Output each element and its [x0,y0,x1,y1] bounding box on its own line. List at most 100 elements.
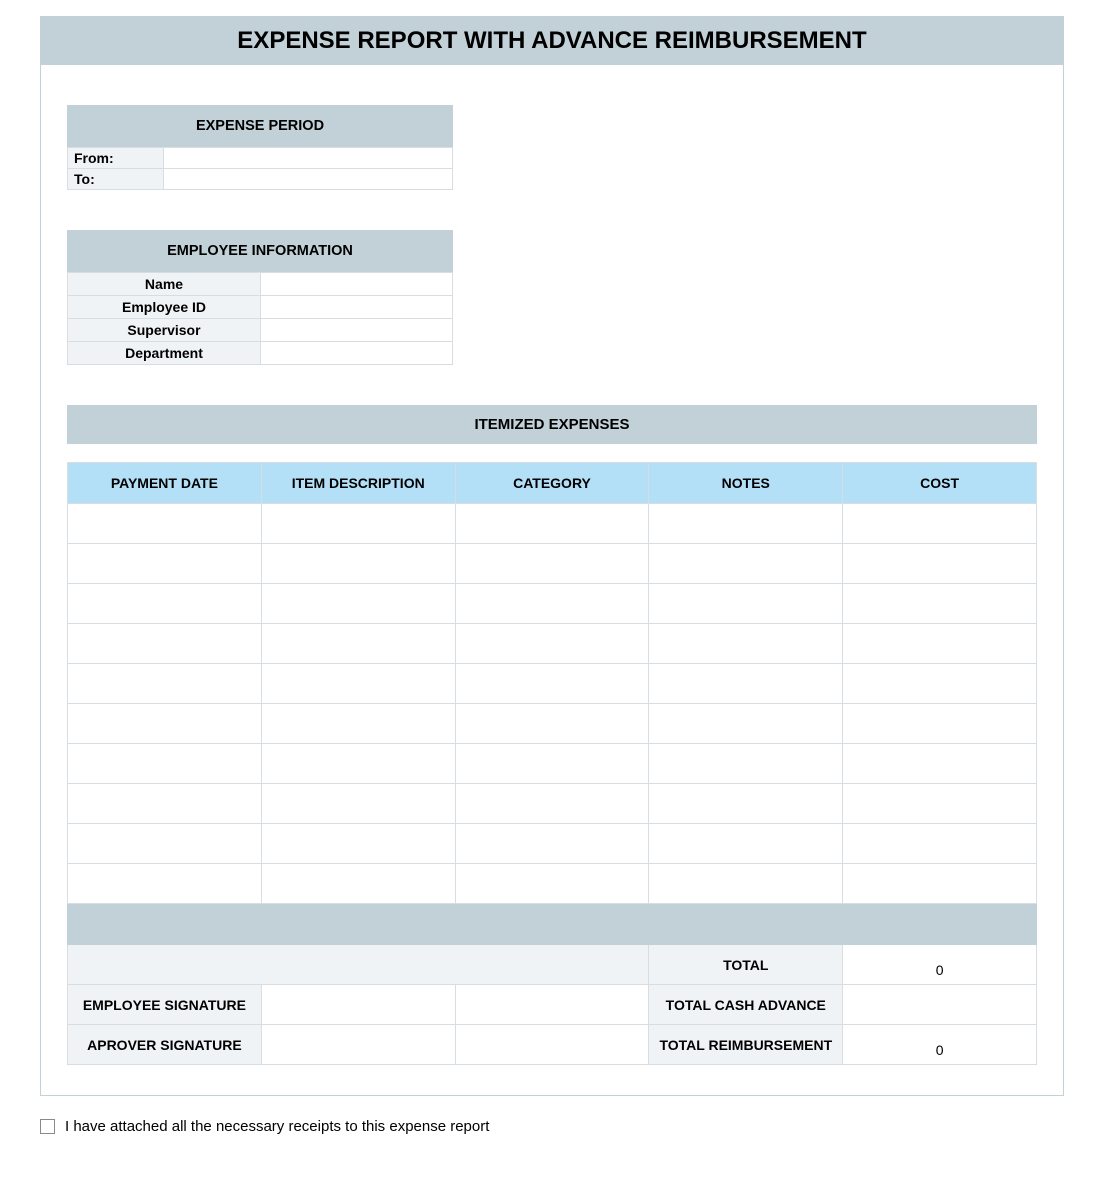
expense-cell[interactable] [261,824,455,864]
employee-info-table: Name Employee ID Supervisor Department [67,272,453,365]
period-from-input[interactable] [164,148,453,169]
approver-signature-input[interactable] [261,1025,455,1065]
expense-cell[interactable] [68,744,262,784]
period-to-row: To: [68,169,453,190]
expense-cell[interactable] [455,624,649,664]
expense-cell[interactable] [843,704,1037,744]
expense-cell[interactable] [843,544,1037,584]
expense-cell[interactable] [843,504,1037,544]
expense-cell[interactable] [649,864,843,904]
employee-row: Employee ID [68,296,453,319]
expense-cell[interactable] [455,744,649,784]
blank-cell [455,1025,649,1065]
expense-cell[interactable] [455,864,649,904]
expense-period-header: EXPENSE PERIOD [67,105,453,147]
expense-cell[interactable] [455,784,649,824]
receipts-checkbox-row[interactable]: I have attached all the necessary receip… [40,1118,1064,1135]
total-row: TOTAL 0 [68,945,1037,985]
expense-report-container: EXPENSE REPORT WITH ADVANCE REIMBURSEMEN… [40,16,1064,1096]
expense-cell[interactable] [261,704,455,744]
expense-cell[interactable] [649,704,843,744]
itemized-expenses-table: PAYMENT DATE ITEM DESCRIPTION CATEGORY N… [67,462,1037,904]
supervisor-label: Supervisor [68,319,261,342]
expense-cell[interactable] [649,624,843,664]
expense-cell[interactable] [261,584,455,624]
expense-row [68,864,1037,904]
supervisor-input[interactable] [261,319,453,342]
expense-row [68,784,1037,824]
col-item-description: ITEM DESCRIPTION [261,463,455,504]
expense-cell[interactable] [649,744,843,784]
expense-cell[interactable] [261,624,455,664]
expense-row [68,664,1037,704]
expense-cell[interactable] [843,664,1037,704]
expense-cell[interactable] [649,664,843,704]
checkbox-icon[interactable] [40,1119,55,1134]
expense-cell[interactable] [649,504,843,544]
reimbursement-label: TOTAL REIMBURSEMENT [649,1025,843,1065]
expense-cell[interactable] [843,864,1037,904]
expense-cell[interactable] [68,704,262,744]
expense-cell[interactable] [455,824,649,864]
cash-advance-label: TOTAL CASH ADVANCE [649,985,843,1025]
expense-cell[interactable] [649,824,843,864]
expense-cell[interactable] [455,504,649,544]
cash-advance-row: EMPLOYEE SIGNATURE TOTAL CASH ADVANCE [68,985,1037,1025]
expense-row [68,744,1037,784]
blank-cell [455,985,649,1025]
expense-cell[interactable] [843,584,1037,624]
expense-row [68,504,1037,544]
expense-cell[interactable] [649,784,843,824]
expense-row [68,544,1037,584]
expense-cell[interactable] [68,504,262,544]
expense-cell[interactable] [843,624,1037,664]
employee-id-input[interactable] [261,296,453,319]
expense-cell[interactable] [261,744,455,784]
expense-row [68,624,1037,664]
department-input[interactable] [261,342,453,365]
col-notes: NOTES [649,463,843,504]
expense-cell[interactable] [68,584,262,624]
period-from-row: From: [68,148,453,169]
summary-table: TOTAL 0 EMPLOYEE SIGNATURE TOTAL CASH AD… [67,904,1037,1065]
spacer-row [68,905,1037,945]
expense-cell[interactable] [843,824,1037,864]
expense-row [68,704,1037,744]
employee-id-label: Employee ID [68,296,261,319]
col-category: CATEGORY [455,463,649,504]
expense-cell[interactable] [68,864,262,904]
total-label: TOTAL [649,945,843,985]
expense-period-section: EXPENSE PERIOD From: To: [67,105,453,190]
expense-cell[interactable] [843,784,1037,824]
expense-row [68,584,1037,624]
expense-cell[interactable] [455,544,649,584]
expense-cell[interactable] [455,704,649,744]
col-cost: COST [843,463,1037,504]
expense-cell[interactable] [455,584,649,624]
report-body: EXPENSE PERIOD From: To: EMPLOYEE INFORM… [41,65,1063,1095]
expense-cell[interactable] [261,784,455,824]
expense-cell[interactable] [68,784,262,824]
period-to-input[interactable] [164,169,453,190]
expense-cell[interactable] [261,664,455,704]
expense-cell[interactable] [261,504,455,544]
department-label: Department [68,342,261,365]
expense-cell[interactable] [455,664,649,704]
employee-signature-input[interactable] [261,985,455,1025]
expense-cell[interactable] [68,664,262,704]
expense-cell[interactable] [261,864,455,904]
employee-name-input[interactable] [261,273,453,296]
cash-advance-value[interactable] [843,985,1037,1025]
total-blank [68,945,649,985]
expense-cell[interactable] [649,584,843,624]
expense-period-table: From: To: [67,147,453,190]
employee-row: Name [68,273,453,296]
expense-cell[interactable] [68,824,262,864]
employee-info-header: EMPLOYEE INFORMATION [67,230,453,272]
expense-cell[interactable] [261,544,455,584]
expense-cell[interactable] [68,624,262,664]
expense-cell[interactable] [68,544,262,584]
expense-cell[interactable] [843,744,1037,784]
expense-cell[interactable] [649,544,843,584]
expense-row [68,824,1037,864]
